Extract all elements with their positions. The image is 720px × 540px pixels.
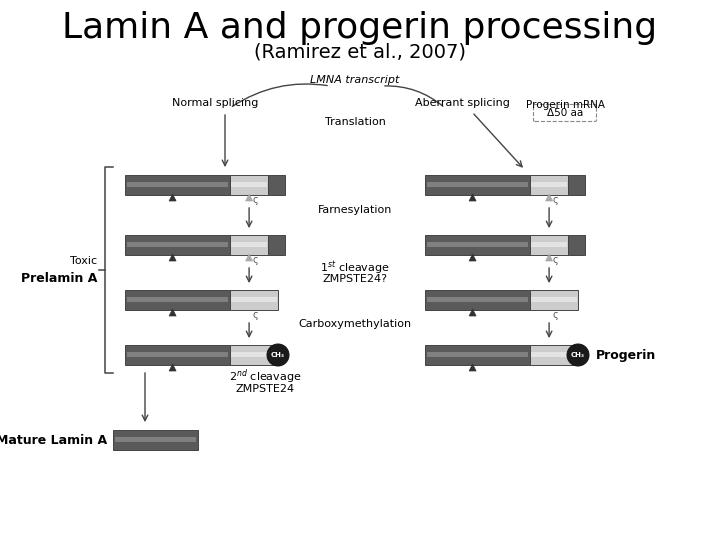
Bar [427,298,528,302]
Text: Progerin mRNA: Progerin mRNA [526,100,605,110]
Bar [531,235,568,255]
Text: ZMPSTE24?: ZMPSTE24? [323,274,387,284]
Polygon shape [246,254,253,261]
Text: Lamin A and progerin processing: Lamin A and progerin processing [63,11,657,45]
Bar [425,235,531,255]
Bar [127,353,228,357]
Bar [268,175,285,195]
Bar [231,183,267,187]
Text: Carboxymethylation: Carboxymethylation [298,319,412,329]
Bar [568,235,585,255]
Bar [230,345,278,365]
Text: ς: ς [552,195,558,205]
Text: Aberrant splicing: Aberrant splicing [415,98,510,108]
Polygon shape [169,194,176,201]
Bar [231,298,277,302]
Bar [125,345,230,365]
Bar [531,298,577,302]
Bar [230,235,268,255]
Text: Translation: Translation [325,117,385,127]
Bar [114,437,196,442]
Bar [127,242,228,247]
Bar [427,353,528,357]
Text: CH₃: CH₃ [571,352,585,358]
Polygon shape [469,194,476,201]
Bar [427,183,528,187]
Bar [127,183,228,187]
Bar [127,298,228,302]
Polygon shape [469,364,476,371]
Bar [531,290,578,310]
Bar [531,345,578,365]
Text: Δ50 aa: Δ50 aa [547,108,583,118]
Text: ς: ς [252,255,258,265]
Bar [427,242,528,247]
Circle shape [567,344,589,366]
Circle shape [267,344,289,366]
Polygon shape [246,194,253,201]
Bar [268,235,285,255]
Text: Progerin: Progerin [596,348,656,361]
Bar [230,290,278,310]
Polygon shape [469,254,476,261]
Polygon shape [169,309,176,316]
Text: ZMPSTE24: ZMPSTE24 [235,384,294,394]
Text: ς: ς [252,195,258,205]
Text: (Ramirez et al., 2007): (Ramirez et al., 2007) [254,43,466,62]
Bar [425,175,531,195]
Text: CH₃: CH₃ [271,352,285,358]
FancyBboxPatch shape [534,105,596,122]
Text: 2$^{nd}$ cleavage: 2$^{nd}$ cleavage [229,368,301,386]
Text: Toxic: Toxic [70,256,97,266]
Bar [125,235,230,255]
Bar [125,290,230,310]
Text: ς: ς [552,255,558,265]
Text: ς: ς [252,310,258,320]
Bar [231,353,277,357]
Bar [112,430,197,450]
Bar [531,242,567,247]
Bar [531,183,567,187]
Text: LMNA transcript: LMNA transcript [310,75,400,85]
Text: Mature Lamin A: Mature Lamin A [0,434,107,447]
Bar [231,242,267,247]
Polygon shape [169,254,176,261]
Bar [568,175,585,195]
Polygon shape [169,364,176,371]
Text: ς: ς [552,310,558,320]
Bar [531,175,568,195]
Text: Prelamin A: Prelamin A [21,273,97,286]
Bar [425,345,531,365]
Text: Normal splicing: Normal splicing [172,98,258,108]
Bar [230,175,268,195]
Bar [531,353,577,357]
Polygon shape [469,309,476,316]
Polygon shape [546,194,553,201]
Text: Farnesylation: Farnesylation [318,205,392,215]
Polygon shape [546,254,553,261]
Bar [125,175,230,195]
Text: 1$^{st}$ cleavage: 1$^{st}$ cleavage [320,259,390,277]
Bar [425,290,531,310]
